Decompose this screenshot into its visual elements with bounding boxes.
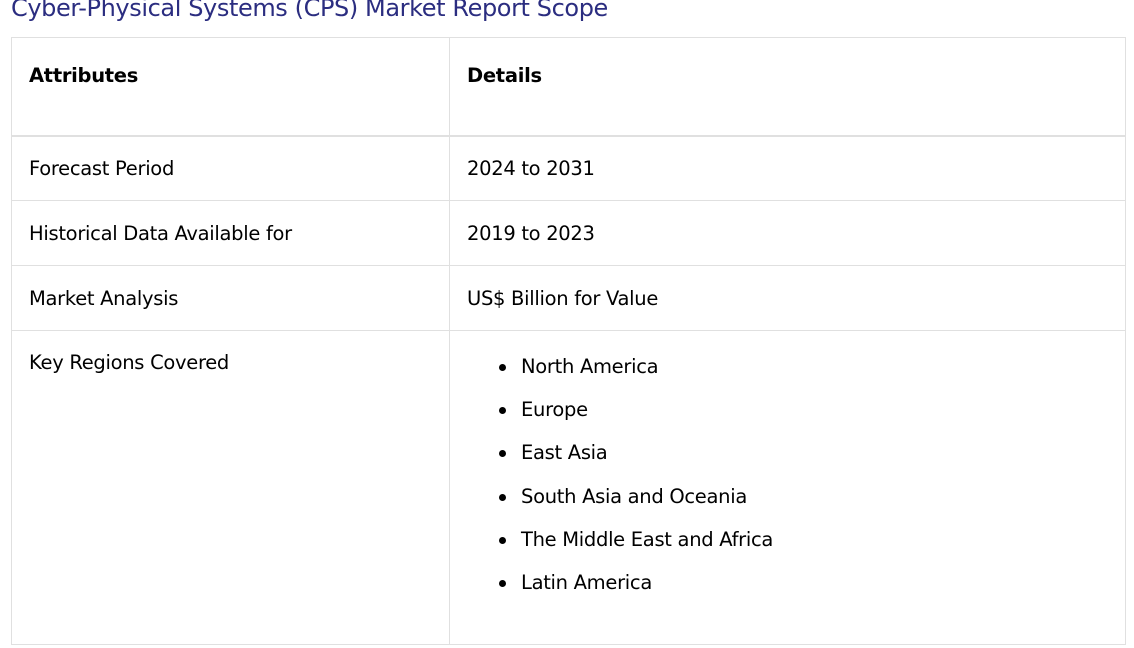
table-header-row: Attributes Details xyxy=(11,37,1126,137)
region-label: East Asia xyxy=(521,441,608,465)
detail-cell: US$ Billion for Value xyxy=(449,265,1126,331)
table-row-regions: Key Regions Covered North America Europe… xyxy=(11,330,1126,645)
detail-cell: 2024 to 2031 xyxy=(449,135,1126,201)
report-scope-table: Attributes Details Forecast Period 2024 … xyxy=(11,37,1126,645)
column-header-attributes: Attributes xyxy=(11,37,450,137)
regions-list: North America Europe East Asia South Asi… xyxy=(467,355,1125,614)
attribute-cell: Market Analysis xyxy=(11,265,450,331)
column-header-details: Details xyxy=(449,37,1126,137)
table-row: Historical Data Available for 2019 to 20… xyxy=(11,200,1126,266)
bullet-icon xyxy=(499,364,506,371)
list-item: Europe xyxy=(499,398,1125,441)
attribute-cell: Historical Data Available for xyxy=(11,200,450,266)
region-label: North America xyxy=(521,355,659,378)
table-row: Forecast Period 2024 to 2031 xyxy=(11,135,1126,201)
bullet-icon xyxy=(499,493,506,501)
region-label: Latin America xyxy=(521,570,652,594)
region-label: Europe xyxy=(521,398,588,422)
bullet-icon xyxy=(499,407,506,415)
list-item: Latin America xyxy=(499,570,1125,614)
bullet-icon xyxy=(499,579,506,587)
list-item: East Asia xyxy=(499,441,1125,484)
region-label: South Asia and Oceania xyxy=(521,484,747,508)
attribute-cell: Key Regions Covered xyxy=(11,330,450,645)
list-item: North America xyxy=(499,355,1125,398)
table-row: Market Analysis US$ Billion for Value xyxy=(11,265,1126,331)
bullet-icon xyxy=(499,536,506,544)
attribute-cell: Forecast Period xyxy=(11,135,450,201)
page-title: Cyber-Physical Systems (CPS) Market Repo… xyxy=(11,0,608,22)
detail-cell: 2019 to 2023 xyxy=(449,200,1126,266)
bullet-icon xyxy=(499,450,506,458)
list-item: The Middle East and Africa xyxy=(499,527,1125,571)
list-item: South Asia and Oceania xyxy=(499,484,1125,528)
region-label: The Middle East and Africa xyxy=(521,527,774,551)
regions-cell: North America Europe East Asia South Asi… xyxy=(449,330,1126,645)
